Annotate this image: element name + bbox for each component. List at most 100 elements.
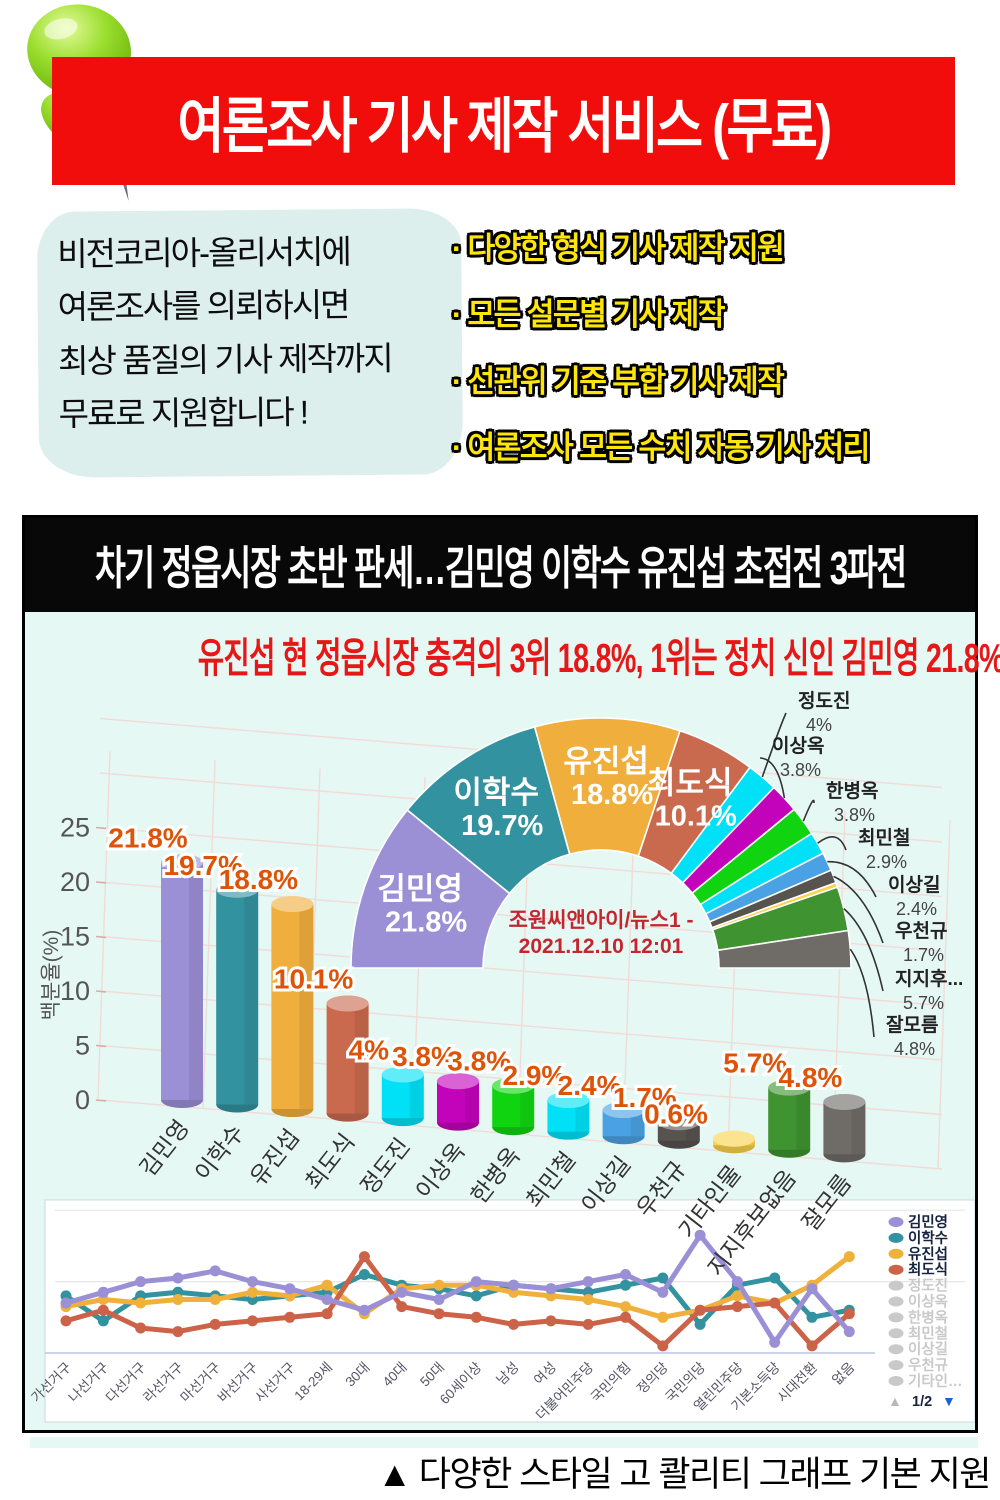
svg-text:김민영: 김민영 <box>377 872 463 907</box>
svg-text:0: 0 <box>75 1085 90 1115</box>
intro-line: 무료로 지원합니다 ! <box>58 393 308 434</box>
svg-text:한병옥: 한병옥 <box>826 780 878 802</box>
svg-text:3.8%: 3.8% <box>447 1046 511 1077</box>
feature-item: · 다양한 형식 기사 제작 지원 <box>452 230 785 266</box>
legend-item-이상길[interactable]: 이상길 <box>888 1341 949 1358</box>
svg-text:기타인…: 기타인… <box>908 1372 963 1390</box>
donut-slice-잘모름 <box>716 929 852 969</box>
svg-text:5.7%: 5.7% <box>723 1048 787 1079</box>
svg-text:4.8%: 4.8% <box>894 1039 935 1059</box>
svg-text:1.7%: 1.7% <box>613 1082 677 1113</box>
svg-text:한병옥: 한병옥 <box>466 1142 526 1208</box>
svg-text:18.8%: 18.8% <box>571 779 653 811</box>
svg-text:2.9%: 2.9% <box>502 1060 566 1091</box>
top-banner-text: 여론조사 기사 제작 서비스 (무료) <box>177 92 832 160</box>
line-series-김민영 <box>65 1232 852 1345</box>
svg-text:21.8%: 21.8% <box>108 822 187 853</box>
article-headline: 유진섭 현 정읍시장 충격의 3위 18.8%, 1위는 정치 신인 김민영 2… <box>25 624 1000 684</box>
legend-item-유진섭[interactable]: 유진섭 <box>888 1246 949 1263</box>
intro-bubble: 비전코리아-올리서치에 여론조사를 의뢰하시면 최상 품질의 기사 제작까지 무… <box>36 208 464 478</box>
svg-text:정도진: 정도진 <box>908 1277 948 1295</box>
legend-next-arrow[interactable]: ▼ <box>942 1393 956 1409</box>
svg-text:이상길: 이상길 <box>888 874 940 896</box>
box-bottom-strip <box>30 1437 978 1448</box>
svg-text:우천규: 우천규 <box>908 1357 948 1374</box>
feature-item: · 선관위 기준 부합 기사 제작 <box>452 363 785 399</box>
svg-text:10: 10 <box>60 976 90 1006</box>
svg-text:조원씨앤아이/뉴스1 -: 조원씨앤아이/뉴스1 - <box>509 909 694 932</box>
article-title-text: 차기 정읍시장 초반 판세…김민영 이학수 유진섭 초접전 3파전 <box>94 542 907 594</box>
top-banner: 여론조사 기사 제작 서비스 (무료) <box>52 57 955 185</box>
intro-line: 비전코리아-올리서치에 <box>57 233 350 273</box>
svg-text:한병옥: 한병옥 <box>908 1309 948 1326</box>
legend-item-기타인…[interactable]: 기타인… <box>888 1372 963 1390</box>
svg-text:정도진: 정도진 <box>355 1133 415 1199</box>
svg-text:19.7%: 19.7% <box>461 810 543 842</box>
svg-text:이상옥: 이상옥 <box>772 735 824 757</box>
svg-text:2.4%: 2.4% <box>558 1070 622 1101</box>
legend-item-최민철[interactable]: 최민철 <box>888 1324 949 1342</box>
svg-text:이상길: 이상길 <box>908 1341 948 1358</box>
svg-text:5.7%: 5.7% <box>903 993 944 1013</box>
legend-prev-arrow[interactable]: ▲ <box>888 1393 902 1409</box>
svg-text:최도식: 최도식 <box>908 1261 948 1279</box>
svg-text:4%: 4% <box>806 715 832 735</box>
svg-text:우천규: 우천규 <box>895 920 947 942</box>
svg-text:정도진: 정도진 <box>798 690 850 712</box>
svg-text:15: 15 <box>60 922 90 952</box>
svg-text:최도식: 최도식 <box>647 766 733 801</box>
line-series-최도식 <box>65 1254 851 1349</box>
article-headline-text: 유진섭 현 정읍시장 충격의 3위 18.8%, 1위는 정치 신인 김민영 2… <box>197 635 1000 681</box>
svg-text:유진섭: 유진섭 <box>908 1246 948 1263</box>
svg-text:최도식: 최도식 <box>300 1129 360 1195</box>
caption: ▲ 다양한 스타일 고 콸리티 그래프 기본 지원 <box>377 1455 991 1494</box>
svg-text:유진섭: 유진섭 <box>563 744 649 779</box>
svg-text:2.4%: 2.4% <box>896 899 937 919</box>
svg-text:잘모름: 잘모름 <box>886 1014 938 1036</box>
svg-text:4%: 4% <box>349 1035 390 1066</box>
svg-text:2021.12.10 12:01: 2021.12.10 12:01 <box>519 935 684 958</box>
legend-item-김민영[interactable]: 김민영 <box>888 1213 949 1231</box>
svg-text:백분율(%): 백분율(%) <box>40 930 63 1021</box>
legend-page-indicator: 1/2 <box>912 1394 932 1410</box>
intro-line: 여론조사를 의뢰하시면 <box>57 286 349 327</box>
svg-text:18.8%: 18.8% <box>219 864 298 895</box>
svg-text:3.8%: 3.8% <box>834 805 875 825</box>
legend-item-정도진[interactable]: 정도진 <box>888 1277 949 1295</box>
svg-text:10.1%: 10.1% <box>655 801 737 833</box>
svg-text:이학수: 이학수 <box>908 1230 948 1247</box>
feature-list: · 다양한 형식 기사 제작 지원 · 모든 설문별 기사 제작 · 선관위 기… <box>452 212 1000 478</box>
legend-item-이학수[interactable]: 이학수 <box>888 1230 949 1247</box>
legend-item-한병옥[interactable]: 한병옥 <box>888 1309 949 1326</box>
legend-item-이상옥[interactable]: 이상옥 <box>888 1294 949 1311</box>
svg-text:유진섭: 유진섭 <box>245 1124 305 1190</box>
svg-text:최민철: 최민철 <box>908 1324 948 1342</box>
legend-item-우천규[interactable]: 우천규 <box>888 1357 949 1374</box>
svg-text:3.8%: 3.8% <box>392 1041 456 1072</box>
article-title-bar: 차기 정읍시장 초반 판세…김민영 이학수 유진섭 초접전 3파전 <box>25 518 975 612</box>
svg-text:지지후...: 지지후... <box>895 968 963 990</box>
legend-item-최도식[interactable]: 최도식 <box>888 1261 949 1279</box>
bar-chart-3d <box>161 854 866 1163</box>
bar-chart-y-axis: 0 5 10 15 20 25 백분율(%) <box>40 813 107 1115</box>
svg-text:김민영: 김민영 <box>908 1213 948 1231</box>
intro-line: 최상 품질의 기사 제작까지 <box>57 339 392 380</box>
svg-text:이상옥: 이상옥 <box>410 1138 470 1204</box>
svg-text:이학수: 이학수 <box>453 775 539 810</box>
svg-text:3.8%: 3.8% <box>780 760 821 780</box>
svg-text:10.1%: 10.1% <box>274 963 353 994</box>
svg-text:20: 20 <box>60 867 90 897</box>
svg-text:25: 25 <box>60 813 90 843</box>
svg-text:5: 5 <box>75 1031 90 1061</box>
svg-text:김민영: 김민영 <box>134 1115 194 1181</box>
svg-text:이상옥: 이상옥 <box>908 1294 948 1311</box>
svg-text:4.8%: 4.8% <box>778 1062 842 1093</box>
svg-text:0.6%: 0.6% <box>644 1099 708 1130</box>
svg-text:19.7%: 19.7% <box>163 850 242 881</box>
svg-text:21.8%: 21.8% <box>385 907 467 939</box>
feature-item: · 모든 설문별 기사 제작 <box>452 297 726 333</box>
